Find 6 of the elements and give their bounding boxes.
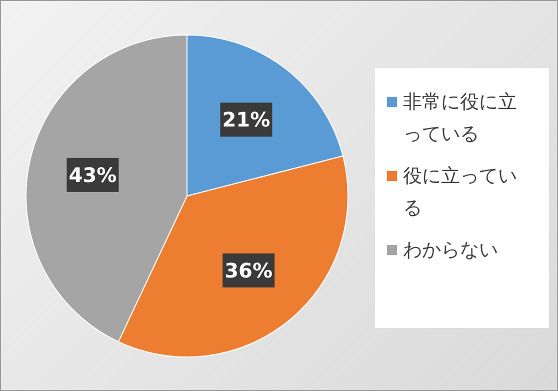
legend-label: 役に立っている — [403, 164, 518, 221]
data-label: 36% — [224, 258, 273, 282]
legend-label: わからない — [403, 238, 498, 263]
legend-label: 非常に役に立っている — [403, 90, 518, 147]
data-label: 21% — [222, 108, 270, 132]
data-label: 43% — [68, 162, 117, 187]
